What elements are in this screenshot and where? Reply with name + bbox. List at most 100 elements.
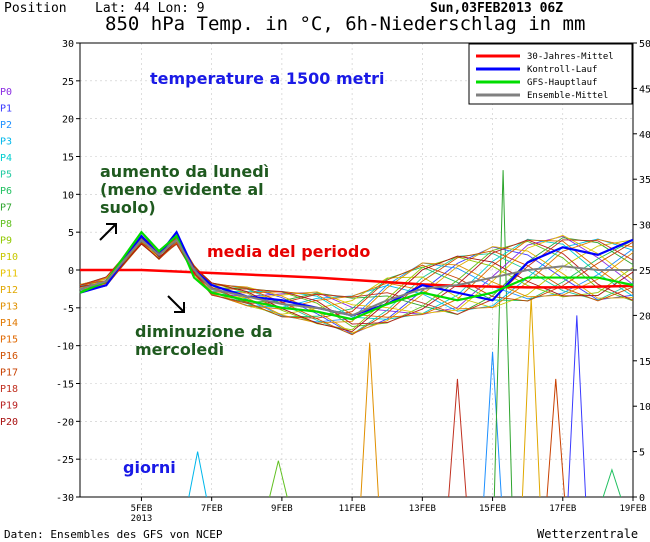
- precipitation-layer: [188, 170, 622, 498]
- member-label: P4: [0, 153, 12, 164]
- precip-spike: [546, 378, 566, 498]
- right-tick-label: 15: [639, 357, 650, 368]
- right-tick-label: 35: [639, 175, 650, 186]
- annotation-increase-line1: aumento da lunedì: [100, 162, 269, 181]
- member-label: P20: [0, 417, 18, 428]
- left-tick-label: -10: [56, 342, 74, 353]
- left-y-axis: 30 25 20 15 10 5 0 -5 -10 -15 -20 -25 -30: [56, 39, 80, 504]
- x-tick-label: 19FEB: [619, 504, 646, 514]
- left-tick-label: 0: [68, 266, 74, 277]
- left-tick-label: -25: [56, 455, 74, 466]
- member-label: P10: [0, 252, 18, 263]
- annotation-increase-line2: (meno evidente al: [100, 180, 264, 199]
- member-label: P14: [0, 318, 18, 329]
- main-series-layer: [79, 230, 634, 321]
- series-line: [79, 238, 633, 317]
- annotation-increase-line3: suolo): [100, 198, 156, 217]
- right-tick-label: 10: [639, 402, 650, 413]
- precip-spike: [448, 378, 467, 498]
- left-tick-label: 25: [62, 77, 74, 88]
- position-label: Position: [4, 1, 67, 16]
- annotation-decrease-line1: diminuzione da: [135, 322, 273, 341]
- legend-label: 30-Jahres-Mittel: [527, 52, 614, 62]
- member-label: P9: [0, 236, 12, 247]
- x-tick-label: 11FEB: [339, 504, 366, 514]
- precip-spike: [567, 315, 587, 498]
- brand-footer: Wetterzentrale: [537, 527, 638, 541]
- x-tick-label: 5FEB: [131, 504, 153, 514]
- right-tick-label: 45: [639, 84, 650, 95]
- member-label: P17: [0, 368, 18, 379]
- member-label: P3: [0, 137, 12, 148]
- annotation-temperature: temperature a 1500 metri: [150, 69, 385, 88]
- x-tick-label: 17FEB: [549, 504, 576, 514]
- member-line: [79, 237, 634, 325]
- member-label: P13: [0, 302, 18, 313]
- run-time-label: Sun,03FEB2013 06Z: [430, 1, 563, 16]
- legend-label: Ensemble-Mittel: [527, 91, 608, 101]
- right-tick-label: 40: [639, 130, 650, 141]
- member-label: P0: [0, 87, 12, 98]
- member-label: P8: [0, 219, 12, 230]
- left-tick-label: -5: [62, 304, 74, 315]
- right-tick-label: 0: [639, 493, 645, 504]
- right-tick-label: 5: [639, 448, 645, 459]
- left-tick-label: 15: [62, 153, 74, 164]
- member-line: [79, 239, 634, 333]
- precip-spike: [360, 342, 379, 498]
- chart-title: 850 hPa Temp. in °C, 6h-Niederschlag in …: [105, 13, 585, 35]
- member-label: P5: [0, 170, 12, 181]
- left-tick-label: 5: [68, 228, 74, 239]
- right-tick-label: 50: [639, 39, 650, 50]
- member-label: P6: [0, 186, 12, 197]
- legend: 30-Jahres-Mittel Kontroll-Lauf GFS-Hauptla…: [468, 43, 633, 105]
- precip-spike: [483, 351, 502, 498]
- data-source-footer: Daten: Ensembles des GFS von NCEP: [4, 528, 223, 541]
- arrow-down-right: [167, 295, 185, 313]
- right-tick-label: 25: [639, 266, 650, 277]
- annotation-decrease-line2: mercoledì: [135, 340, 224, 359]
- member-label: P11: [0, 269, 18, 280]
- member-label: P1: [0, 104, 12, 115]
- member-label: P12: [0, 285, 18, 296]
- left-tick-label: 30: [62, 39, 74, 50]
- precip-spike: [188, 451, 207, 498]
- x-tick-label: 13FEB: [409, 504, 436, 514]
- legend-label: GFS-Hauptlauf: [527, 78, 597, 88]
- left-tick-label: -20: [56, 417, 74, 428]
- series-line: [80, 268, 634, 289]
- member-label: P7: [0, 203, 12, 214]
- member-label: P18: [0, 384, 18, 395]
- x-tick-label: 7FEB: [201, 504, 223, 514]
- x-tick-label: 15FEB: [479, 504, 506, 514]
- member-label: P19: [0, 401, 18, 412]
- ensemble-member-labels: P0 P1 P2 P3 P4 P5 P6 P7 P8 P9 P10 P11 P12 P13 P14 P15 P1…: [0, 87, 18, 428]
- precip-spike: [493, 170, 513, 498]
- legend-label: Kontroll-Lauf: [527, 65, 597, 75]
- precip-spike: [602, 468, 622, 498]
- member-label: P16: [0, 351, 18, 362]
- x-tick-label: 9FEB: [271, 504, 293, 514]
- member-label: P2: [0, 120, 12, 131]
- precip-spike: [521, 297, 541, 498]
- right-tick-label: 20: [639, 311, 650, 322]
- annotation-days: giorni: [123, 458, 176, 477]
- annotation-period-mean: media del periodo: [207, 242, 370, 261]
- left-tick-label: 10: [62, 190, 74, 201]
- series-line: [79, 230, 634, 321]
- left-tick-label: -30: [56, 493, 74, 504]
- lat-lon-label: Lat: 44 Lon: 9: [95, 1, 205, 16]
- x-tick-label: 2013: [131, 514, 153, 524]
- member-label: P15: [0, 335, 18, 346]
- left-tick-label: 20: [62, 115, 74, 126]
- left-tick-label: -15: [56, 380, 74, 391]
- member-line: [79, 237, 634, 327]
- precip-spike: [269, 460, 288, 498]
- right-tick-label: 30: [639, 221, 650, 232]
- arrow-up-right: [99, 223, 117, 241]
- member-line: [79, 241, 634, 336]
